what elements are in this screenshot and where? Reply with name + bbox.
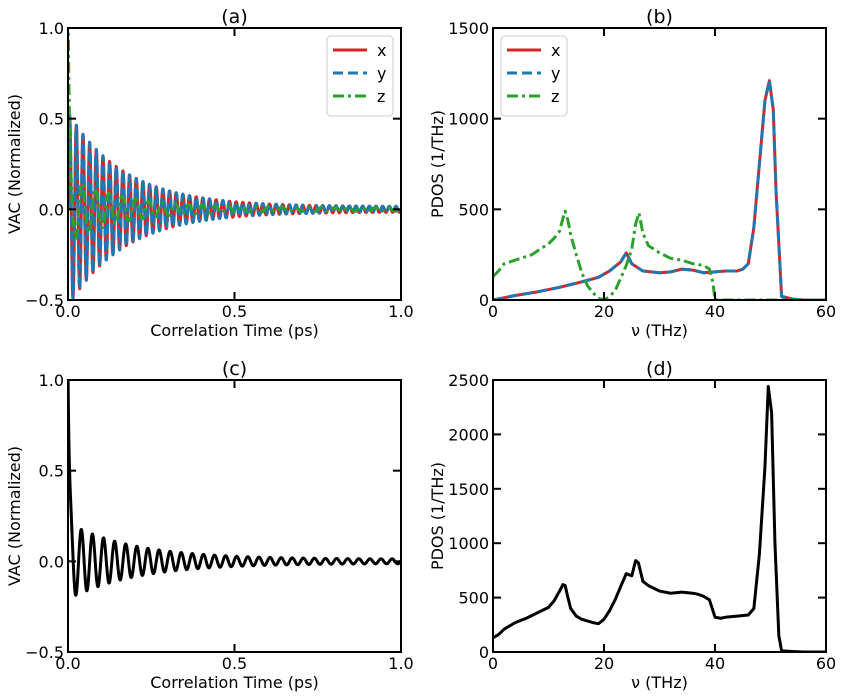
series-line-total [68, 380, 401, 597]
chart-title: (a) [221, 6, 247, 28]
x-tick-label: 60 [816, 302, 836, 321]
x-tick-label: 40 [705, 654, 725, 673]
y-tick-label: 1500 [448, 480, 489, 499]
panel-b: 0 20 40 60 0 500 1000 1500 (b) ν (THz) PDOS (1/THz… [428, 6, 836, 340]
legend: xyz [326, 35, 394, 117]
x-tick-label: 0.0 [55, 654, 80, 673]
series-line-total [493, 385, 826, 652]
x-tick-label: 0.5 [222, 654, 247, 673]
x-tick-label: 20 [594, 302, 614, 321]
chart-title: (c) [222, 358, 247, 380]
x-tick-label: 60 [816, 654, 836, 673]
y-axis-label: VAC (Normalized) [5, 94, 24, 234]
y-tick-label: 500 [458, 200, 489, 219]
y-tick-label: −0.5 [25, 291, 64, 310]
axes-frame [492, 379, 827, 653]
legend-label-y: y [377, 64, 386, 83]
x-tick-label: 20 [594, 654, 614, 673]
plot-area [68, 380, 401, 597]
x-tick-label: 0.0 [55, 302, 80, 321]
y-tick-label: 0.5 [39, 462, 64, 481]
x-tick-label: 0.5 [222, 302, 247, 321]
legend-label-z: z [377, 87, 385, 106]
y-tick-label: 1000 [448, 110, 489, 129]
y-tick-label: 0 [479, 643, 489, 662]
y-tick-label: 500 [458, 589, 489, 608]
x-axis-label: Correlation Time (ps) [150, 321, 319, 340]
x-tick-label: 0 [488, 302, 498, 321]
axes-frame [492, 27, 827, 301]
plot-area [493, 79, 826, 300]
y-tick-label: 1.0 [39, 19, 64, 38]
y-tick-label: 1500 [448, 19, 489, 38]
y-tick-label: 0.5 [39, 110, 64, 129]
y-tick-label: 1000 [448, 534, 489, 553]
series-line-y [493, 79, 826, 300]
chart-title: (b) [646, 6, 673, 28]
y-axis-label: PDOS (1/THz) [428, 462, 447, 570]
legend-label-z: z [551, 87, 559, 106]
y-axis-label: PDOS (1/THz) [428, 110, 447, 218]
y-tick-label: 2500 [448, 371, 489, 390]
y-tick-label: 1.0 [39, 371, 64, 390]
y-tick-label: −0.5 [25, 643, 64, 662]
y-axis-label: VAC (Normalized) [5, 446, 24, 586]
x-axis-label: Correlation Time (ps) [150, 673, 319, 692]
legend-label-x: x [377, 41, 386, 60]
y-tick-label: 0.0 [39, 552, 64, 571]
y-tick-label: 0 [479, 291, 489, 310]
series-line-z [493, 209, 826, 300]
panel-d: 0 20 40 60 0 500 1000 1500 2000 2500 (d) ν (THz) PDO… [428, 358, 836, 692]
series-line-y [68, 113, 401, 300]
x-tick-label: 40 [705, 302, 725, 321]
chart-title: (d) [646, 358, 673, 380]
plot-area [493, 385, 826, 652]
panel-c: 0.0 0.5 1.0−0.50.00.51.0(c)Correlation Tim… [5, 358, 414, 692]
panel-a: 0.0 0.5 1.0−0.50.00.51.0(a)Correlation Tim… [5, 6, 414, 340]
series-line-z [68, 28, 401, 241]
y-tick-label: 0.0 [39, 200, 64, 219]
x-tick-label: 1.0 [388, 654, 413, 673]
legend-label-y: y [551, 64, 560, 83]
plot-area [68, 28, 401, 300]
legend: xyz [500, 35, 568, 117]
axes-frame [67, 379, 402, 653]
x-tick-label: 0 [488, 654, 498, 673]
x-tick-label: 1.0 [388, 302, 413, 321]
y-tick-label: 2000 [448, 425, 489, 444]
legend-label-x: x [551, 41, 560, 60]
x-axis-label: ν (THz) [631, 673, 688, 692]
x-axis-label: ν (THz) [631, 321, 688, 340]
